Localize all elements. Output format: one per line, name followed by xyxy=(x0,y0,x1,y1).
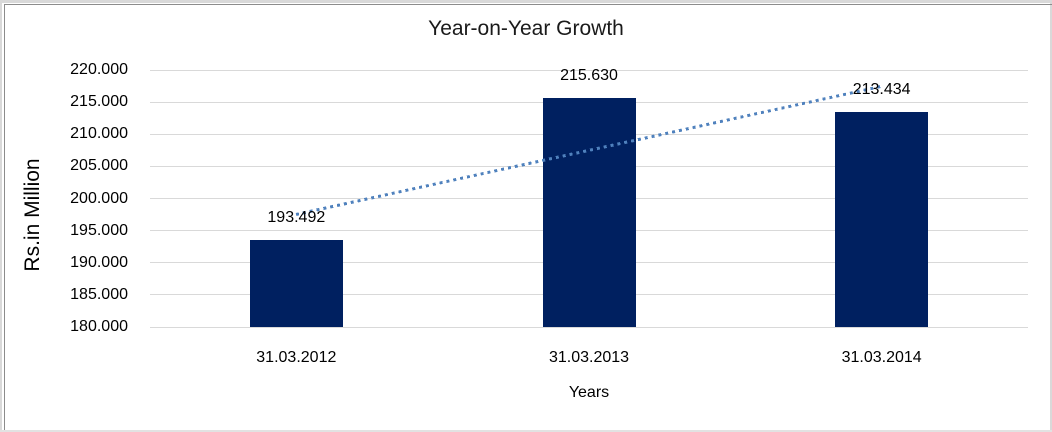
x-axis-title: Years xyxy=(568,384,610,401)
y-tick-label: 180.000 xyxy=(70,318,128,335)
x-tick-label: 31.03.2012 xyxy=(256,349,337,366)
y-tick-label: 195.000 xyxy=(70,221,128,239)
y-tick-label: 220.000 xyxy=(70,61,128,78)
chart-title: Year-on-Year Growth xyxy=(428,17,624,40)
frame-inner-line-top xyxy=(4,4,1052,5)
chart-bar xyxy=(835,112,929,327)
y-tick-label: 205.000 xyxy=(70,157,128,175)
data-label: 213.434 xyxy=(852,81,911,99)
chart-bar xyxy=(249,240,343,327)
y-tick-label: 185.000 xyxy=(70,285,128,303)
x-tick-label: 31.03.2014 xyxy=(841,349,922,366)
frame-border-bottom xyxy=(0,430,1052,432)
data-label: 193.492 xyxy=(267,209,326,227)
frame-border-right xyxy=(1050,0,1052,432)
frame-inner-line-left xyxy=(4,4,5,430)
data-label: 215.630 xyxy=(560,67,618,85)
gridline xyxy=(150,69,1028,71)
y-tick-label: 210.000 xyxy=(70,125,128,143)
chart-bar xyxy=(542,98,636,327)
y-tick-label: 215.000 xyxy=(70,93,128,111)
gridline xyxy=(150,326,1028,328)
x-tick-label: 31.03.2013 xyxy=(548,349,630,366)
y-tick-label: 200.000 xyxy=(70,189,128,207)
frame-border-left xyxy=(0,0,2,432)
plot-area: 193.492 215.630 213.434 xyxy=(150,67,1028,328)
y-tick-label: 190.000 xyxy=(70,253,128,271)
frame-border-top xyxy=(0,0,1052,3)
